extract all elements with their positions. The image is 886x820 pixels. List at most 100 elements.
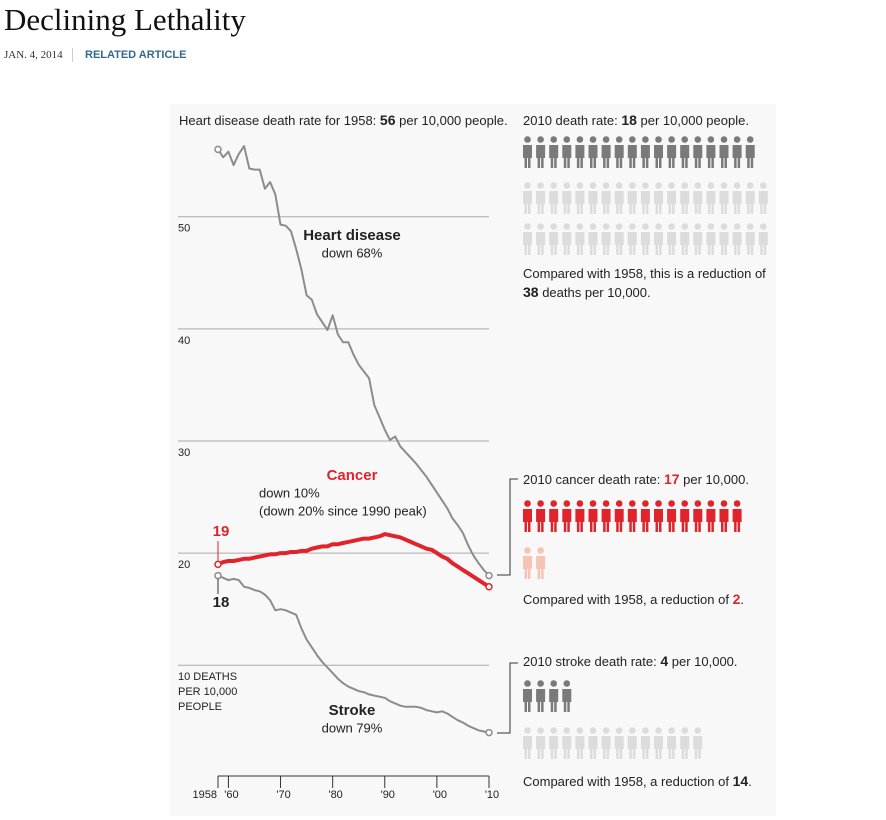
person-icon <box>732 136 742 168</box>
person-icon <box>640 136 650 168</box>
icon-head <box>668 182 675 189</box>
icon-head <box>563 680 571 687</box>
icon-body <box>654 191 663 214</box>
icon-body <box>640 232 650 255</box>
person-icon <box>640 223 650 255</box>
icon-head <box>681 182 688 189</box>
person-icon <box>719 182 729 214</box>
icon-body <box>745 232 755 255</box>
icon-body <box>640 145 650 168</box>
icon-body <box>588 191 598 214</box>
series-note: down 10% <box>259 485 320 500</box>
related-article-link[interactable]: RELATED ARTICLE <box>85 49 187 61</box>
icon-body <box>745 145 755 168</box>
icon-head <box>760 182 767 189</box>
icon-head <box>707 136 715 143</box>
text: Compared with 1958, this is a reduction … <box>523 266 766 281</box>
icon-head <box>615 727 623 734</box>
end-point <box>485 728 493 737</box>
person-icon <box>693 136 703 168</box>
icon-head <box>550 182 557 189</box>
icon-head <box>707 182 715 189</box>
icon-head <box>576 727 584 734</box>
icon-body <box>654 736 663 759</box>
icon-head <box>576 182 584 189</box>
person-icon <box>601 727 611 759</box>
person-icon <box>667 727 677 759</box>
icon-body <box>588 232 598 255</box>
person-icon <box>627 223 637 255</box>
icon-head <box>524 182 531 189</box>
person-icon <box>601 182 611 214</box>
icon-body <box>614 191 624 214</box>
stroke-bracket <box>497 662 518 734</box>
icon-head <box>720 182 728 189</box>
icon-head <box>655 136 662 143</box>
person-icon <box>680 182 690 214</box>
icon-head <box>733 136 741 143</box>
icon-body <box>614 509 624 532</box>
icon-body <box>536 736 546 759</box>
icon-body <box>614 145 624 168</box>
icon-body <box>549 509 559 532</box>
icon-head <box>537 680 544 687</box>
icon-head <box>524 136 531 143</box>
icon-body <box>523 145 532 168</box>
icon-body <box>549 145 559 168</box>
text: . <box>748 774 752 789</box>
icon-body <box>719 145 729 168</box>
person-icon <box>536 500 546 532</box>
y-tick-label: 10 DEATHS PER 10,000 PEOPLE <box>178 671 238 713</box>
x-tick-label: 1958 <box>193 789 217 801</box>
icon-body <box>654 145 663 168</box>
icon-body <box>627 145 637 168</box>
chart-background <box>170 104 776 816</box>
icon-body <box>667 736 677 759</box>
icon-head <box>707 223 715 230</box>
icon-body <box>745 191 755 214</box>
heart-reduction: Compared with 1958, this is a reduction … <box>523 264 778 302</box>
icon-body <box>640 191 650 214</box>
icon-body <box>536 232 546 255</box>
icon-body <box>680 736 690 759</box>
x-tick-label: '90 <box>381 789 395 801</box>
value: 18 <box>621 112 637 128</box>
person-icon <box>654 182 663 214</box>
icon-body <box>575 509 585 532</box>
icon-head <box>550 223 557 230</box>
person-icon <box>523 680 532 712</box>
icon-body <box>575 191 585 214</box>
person-icon <box>614 500 624 532</box>
person-icon <box>732 500 742 532</box>
icon-head <box>602 500 610 507</box>
icon-body <box>601 509 611 532</box>
icon-body <box>523 689 532 712</box>
icon-body <box>732 509 742 532</box>
icon-body <box>588 736 598 759</box>
person-icon <box>536 182 546 214</box>
icon-head <box>550 727 557 734</box>
icon-body <box>588 509 598 532</box>
person-icon <box>549 182 559 214</box>
person-icon <box>523 727 532 759</box>
end-point <box>485 583 493 591</box>
icon-body <box>601 232 611 255</box>
cancer-reduction: Compared with 1958, a reduction of 2. <box>523 590 744 609</box>
icon-head <box>563 727 571 734</box>
icon-head <box>615 136 623 143</box>
person-icon <box>667 182 677 214</box>
icon-head <box>589 223 597 230</box>
icon-head <box>642 727 649 734</box>
person-icon <box>706 136 716 168</box>
person-icon <box>654 136 663 168</box>
icon-head <box>602 223 610 230</box>
icon-head <box>589 182 597 189</box>
person-icon <box>601 136 611 168</box>
icon-head <box>760 223 767 230</box>
person-icon <box>523 500 532 532</box>
icon-body <box>614 232 624 255</box>
date: JAN. 4, 2014 <box>4 49 63 61</box>
icon-head <box>615 223 623 230</box>
icon-head <box>629 136 636 143</box>
icon-head <box>746 136 754 143</box>
